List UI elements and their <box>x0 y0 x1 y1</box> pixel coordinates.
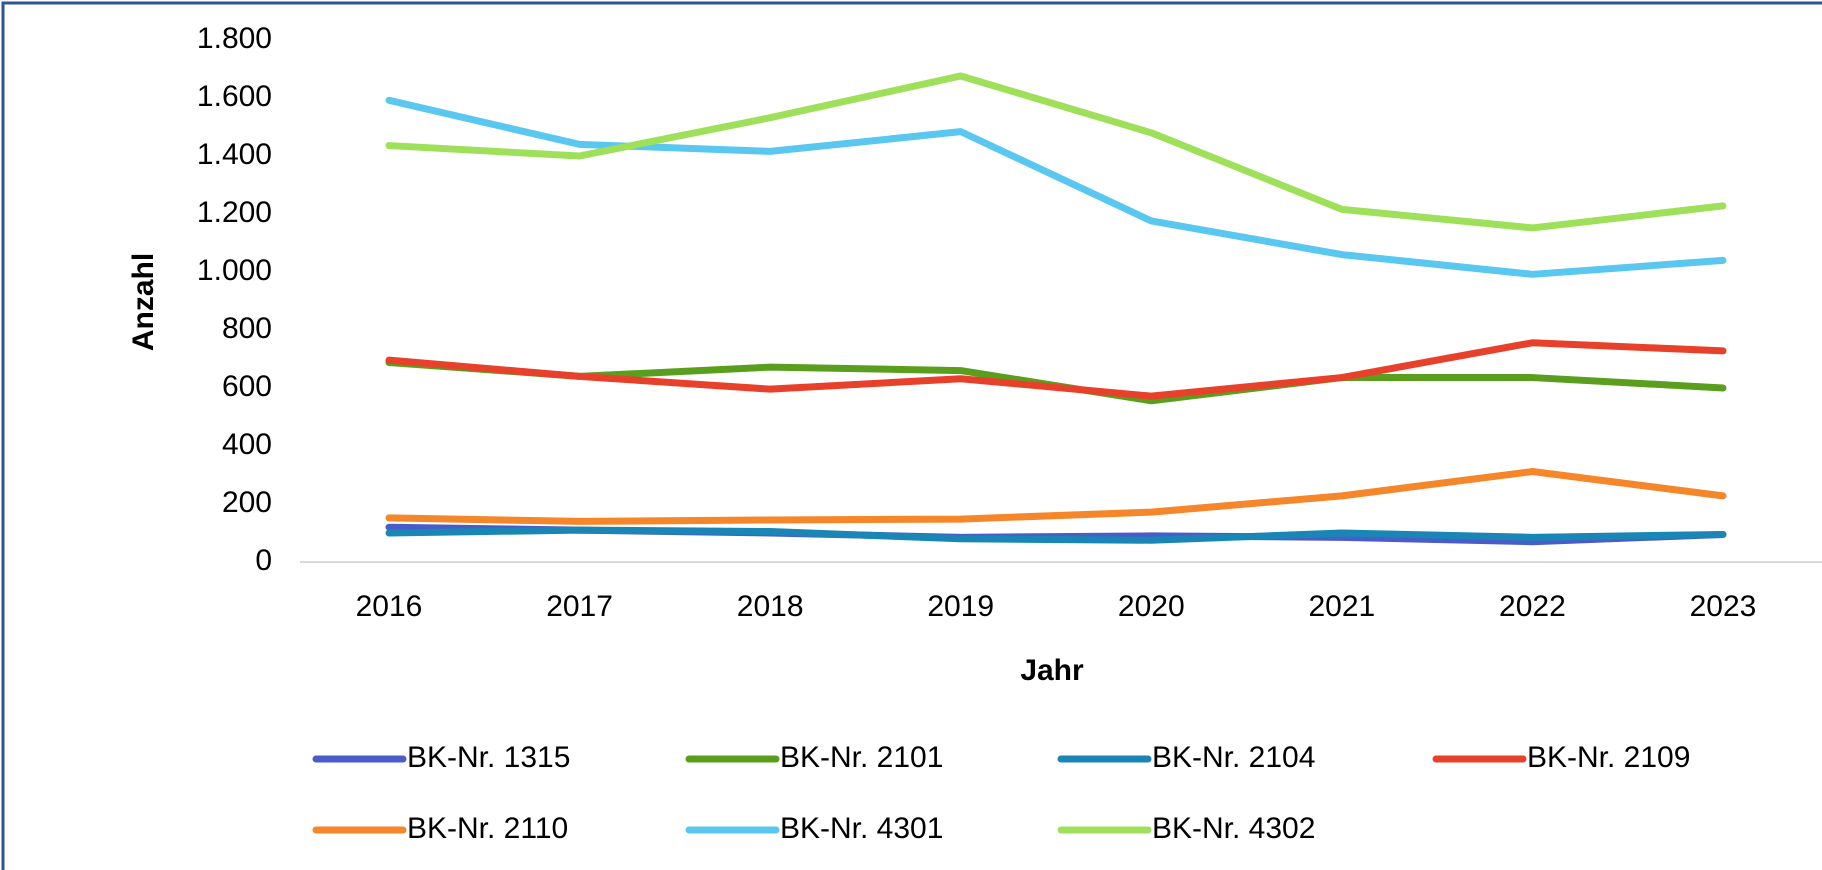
y-tick-label: 1.000 <box>197 254 272 287</box>
y-tick-label: 1.200 <box>197 196 272 229</box>
series-line <box>385 339 1727 400</box>
legend-label: BK-Nr. 2109 <box>1527 741 1690 774</box>
y-tick-label: 0 <box>255 544 272 577</box>
legend-label: BK-Nr. 4302 <box>1152 812 1315 845</box>
legend-label: BK-Nr. 1315 <box>407 741 570 774</box>
series-line <box>385 96 1727 278</box>
series-line <box>385 468 1727 525</box>
x-tick-label: 2019 <box>927 590 994 623</box>
x-tick-label: 2018 <box>737 590 804 623</box>
x-tick-label: 2023 <box>1690 590 1757 623</box>
y-axis-title: Anzahl <box>127 253 160 351</box>
series-line <box>385 526 1727 544</box>
x-tick-label: 2022 <box>1499 590 1566 623</box>
legend-label: BK-Nr. 2104 <box>1152 741 1315 774</box>
y-tick-label: 800 <box>222 312 272 345</box>
legend-label: BK-Nr. 4301 <box>780 812 943 845</box>
y-tick-label: 200 <box>222 486 272 519</box>
y-tick-label: 1.400 <box>197 138 272 171</box>
x-tick-label: 2017 <box>546 590 613 623</box>
x-axis-title: Jahr <box>1020 654 1084 687</box>
legend-label: BK-Nr. 2101 <box>780 741 943 774</box>
series-line <box>385 72 1727 232</box>
legend-label: BK-Nr. 2110 <box>407 812 568 845</box>
y-tick-label: 1.800 <box>197 22 272 55</box>
y-tick-label: 600 <box>222 370 272 403</box>
x-tick-label: 2016 <box>356 590 423 623</box>
x-tick-label: 2020 <box>1118 590 1185 623</box>
x-tick-label: 2021 <box>1308 590 1375 623</box>
y-tick-label: 1.600 <box>197 80 272 113</box>
y-tick-label: 400 <box>222 428 272 461</box>
